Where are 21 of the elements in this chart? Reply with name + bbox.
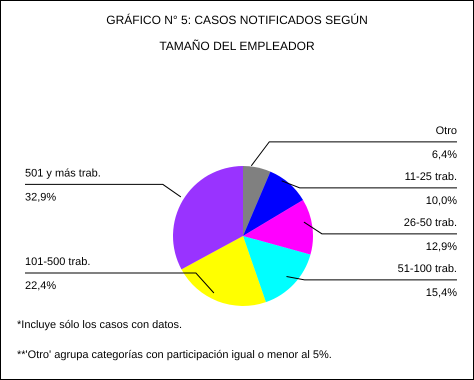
data-label: 6,4% xyxy=(432,148,458,161)
slice-label: 101-500 trab. xyxy=(25,256,90,268)
slice-label: 26-50 trab. xyxy=(404,216,457,229)
slice-label: 501 y más trab. xyxy=(25,167,101,180)
pie-slice xyxy=(243,236,310,302)
data-label: 10,0% xyxy=(426,194,458,207)
slice-label: Otro xyxy=(436,124,457,137)
data-label: 32,9% xyxy=(25,191,56,204)
text: **'Otro' agrupa categorías con participación igual o menor al 5%. xyxy=(17,349,332,361)
pie-slice xyxy=(181,236,266,306)
pie-slice xyxy=(243,200,313,255)
data-label: 15,4% xyxy=(426,286,458,299)
data-label: 22,4% xyxy=(25,280,56,292)
text: *Incluye sólo los casos con datos. xyxy=(17,319,182,331)
pie-slice xyxy=(243,166,270,236)
chart-title: GRÁFICO N° 5: CASOS NOTIFICADOS SEGÚN TAMAÑO DEL EMPLEADOR xyxy=(105,13,369,53)
pie-slice xyxy=(173,166,243,270)
slice-label: 51-100 trab. xyxy=(398,262,457,275)
data-label: 12,9% xyxy=(426,240,458,253)
pie-slice xyxy=(243,172,304,236)
slice-label: 11-25 trab. xyxy=(404,170,457,183)
